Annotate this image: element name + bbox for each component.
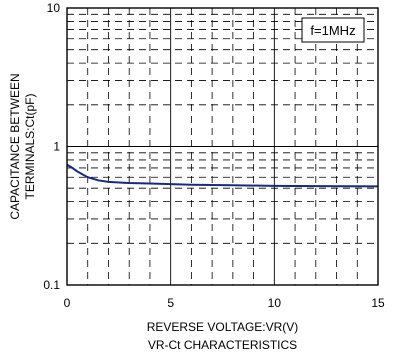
y-tick-label: 1	[53, 140, 60, 154]
annotation-text: f=1MHz	[310, 23, 355, 38]
x-tick-label: 5	[167, 296, 174, 310]
x-tick-label: 0	[64, 296, 71, 310]
y-axis-label-line2: TERMINALS:Ct(pF)	[23, 93, 37, 199]
y-tick-label: 10	[47, 1, 61, 15]
series-line-0	[66, 163, 379, 188]
x-axis-label: REVERSE VOLTAGE:VR(V)	[147, 320, 299, 334]
plot-frame	[66, 7, 379, 286]
y-axis-label-line1: CAPACITANCE BETWEEN	[8, 73, 22, 219]
y-tick-labels: 0.1 1 10	[43, 1, 60, 292]
x-tick-label: 15	[371, 296, 385, 310]
annotation-frame	[301, 17, 365, 43]
x-tick-label: 10	[268, 296, 282, 310]
major-grid	[67, 8, 378, 285]
annotation-box: f=1MHz	[301, 17, 365, 43]
series-layer	[66, 163, 379, 188]
chart-title: VR-Ct CHARACTERISTICS	[148, 338, 297, 352]
y-tick-label: 0.1	[43, 278, 60, 292]
x-tick-labels: 0 5 10 15	[64, 296, 385, 310]
